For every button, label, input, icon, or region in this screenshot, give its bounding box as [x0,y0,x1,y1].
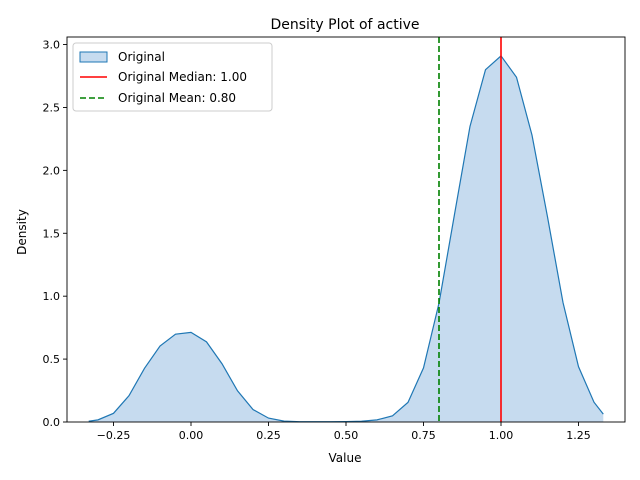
y-tick-label: 2.5 [43,101,61,114]
legend-box [72,42,273,112]
x-tick-label: 1.25 [566,429,591,442]
legend: Original Original Median: 1.00 Original Me… [72,42,273,112]
plot-area: −0.25 0.00 0.25 0.50 0.75 1.00 1.25 0.0 0.5 1.0 1.… [43,36,626,442]
y-tick-label: 2.0 [43,164,61,177]
x-tick-label: 0.25 [256,429,281,442]
x-tick-label: 0.75 [411,429,436,442]
legend-swatch-area [79,51,108,63]
y-tick-label: 0.5 [43,353,61,366]
y-tick-label: 1.0 [43,290,61,303]
y-tick-label: 1.5 [43,227,61,240]
y-axis-label: Density [15,209,29,255]
y-tick-label: 3.0 [43,39,61,52]
x-tick-label: 0.00 [179,429,204,442]
chart-title: Density Plot of active [270,17,419,33]
x-tick-label: 0.50 [334,429,359,442]
legend-label: Original [118,50,165,64]
density-fill [88,55,604,423]
y-tick-label: 0.0 [43,416,61,429]
x-tick-label: 1.00 [489,429,514,442]
legend-label: Original Mean: 0.80 [118,91,236,105]
x-axis-label: Value [329,451,362,465]
x-tick-label: −0.25 [97,429,131,442]
legend-label: Original Median: 1.00 [118,70,247,84]
